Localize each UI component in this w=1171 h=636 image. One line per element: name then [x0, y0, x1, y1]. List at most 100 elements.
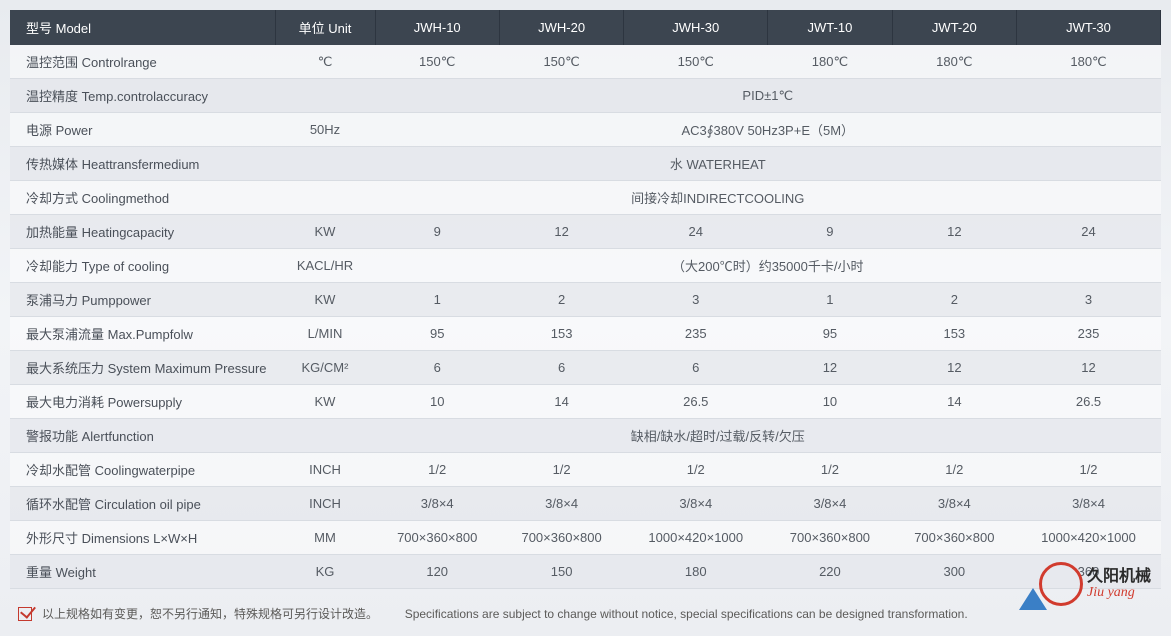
- row-span-value: 缺相/缺水/超时/过载/反转/欠压: [275, 419, 1161, 453]
- cell-value: 700×360×800: [499, 521, 623, 555]
- table-row: 最大电力消耗 PowersupplyKW101426.5101426.5: [10, 385, 1161, 419]
- col-jwt20: JWT-20: [892, 10, 1016, 45]
- cell-value: 3: [1017, 283, 1161, 317]
- row-label: 最大电力消耗 Powersupply: [10, 385, 275, 419]
- cell-value: 180℃: [768, 45, 892, 79]
- cell-value: 150℃: [624, 45, 768, 79]
- cell-value: 1/2: [768, 453, 892, 487]
- row-span-value: （大200℃时）约35000千卡/小时: [375, 249, 1161, 283]
- cell-value: 9: [375, 215, 499, 249]
- cell-value: 12: [768, 351, 892, 385]
- check-icon: [18, 607, 32, 621]
- table-body: 温控范围 Controlrange℃150℃150℃150℃180℃180℃18…: [10, 45, 1161, 589]
- cell-value: 26.5: [624, 385, 768, 419]
- row-unit: KG: [275, 555, 375, 589]
- cell-value: 3/8×4: [624, 487, 768, 521]
- col-jwh30: JWH-30: [624, 10, 768, 45]
- row-unit: KW: [275, 283, 375, 317]
- cell-value: 2: [499, 283, 623, 317]
- cell-value: 150℃: [499, 45, 623, 79]
- row-label: 温控范围 Controlrange: [10, 45, 275, 79]
- row-label: 冷却能力 Type of cooling: [10, 249, 275, 283]
- brand-logo: 久阳机械 Jiu yang: [1039, 562, 1151, 606]
- cell-value: 10: [375, 385, 499, 419]
- cell-value: 3/8×4: [375, 487, 499, 521]
- cell-value: 2: [892, 283, 1016, 317]
- row-label: 冷却方式 Coolingmethod: [10, 181, 275, 215]
- table-row: 冷却能力 Type of coolingKACL/HR（大200℃时）约3500…: [10, 249, 1161, 283]
- row-label: 温控精度 Temp.controlaccuracy: [10, 79, 275, 113]
- row-unit: INCH: [275, 487, 375, 521]
- logo-text-en: Jiu yang: [1087, 585, 1151, 600]
- row-unit: ℃: [275, 45, 375, 79]
- table-row: 泵浦马力 PumppowerKW123123: [10, 283, 1161, 317]
- col-jwt30: JWT-30: [1017, 10, 1161, 45]
- row-unit: KG/CM²: [275, 351, 375, 385]
- col-model: 型号 Model: [10, 10, 275, 45]
- spec-table: 型号 Model 单位 Unit JWH-10 JWH-20 JWH-30 JW…: [10, 10, 1161, 589]
- table-row: 温控范围 Controlrange℃150℃150℃150℃180℃180℃18…: [10, 45, 1161, 79]
- cell-value: 3/8×4: [499, 487, 623, 521]
- cell-value: 26.5: [1017, 385, 1161, 419]
- cell-value: 3/8×4: [1017, 487, 1161, 521]
- table-row: 冷却水配管 CoolingwaterpipeINCH1/21/21/21/21/…: [10, 453, 1161, 487]
- footnote: 以上规格如有变更，恕不另行通知，特殊规格可另行设计改造。 Specificati…: [10, 601, 1161, 626]
- cell-value: 1: [375, 283, 499, 317]
- col-jwh10: JWH-10: [375, 10, 499, 45]
- cell-value: 180℃: [892, 45, 1016, 79]
- cell-value: 220: [768, 555, 892, 589]
- row-span-value: 间接冷却INDIRECTCOOLING: [275, 181, 1161, 215]
- cell-value: 1: [768, 283, 892, 317]
- row-unit: KW: [275, 385, 375, 419]
- row-span-value: 水 WATERHEAT: [275, 147, 1161, 181]
- cell-value: 180℃: [1017, 45, 1161, 79]
- col-jwh20: JWH-20: [499, 10, 623, 45]
- row-label: 循环水配管 Circulation oil pipe: [10, 487, 275, 521]
- cell-value: 12: [1017, 351, 1161, 385]
- cell-value: 3/8×4: [892, 487, 1016, 521]
- cell-value: 235: [624, 317, 768, 351]
- col-jwt10: JWT-10: [768, 10, 892, 45]
- cell-value: 95: [375, 317, 499, 351]
- cell-value: 3/8×4: [768, 487, 892, 521]
- row-label: 传热媒体 Heattransfermedium: [10, 147, 275, 181]
- table-row: 电源 Power50HzAC3∮380V 50Hz3P+E（5M）: [10, 113, 1161, 147]
- row-label: 冷却水配管 Coolingwaterpipe: [10, 453, 275, 487]
- table-row: 外形尺寸 Dimensions L×W×HMM700×360×800700×36…: [10, 521, 1161, 555]
- cell-value: 1/2: [375, 453, 499, 487]
- table-row: 最大系统压力 System Maximum PressureKG/CM²6661…: [10, 351, 1161, 385]
- row-unit: KW: [275, 215, 375, 249]
- cell-value: 700×360×800: [892, 521, 1016, 555]
- cell-value: 300: [892, 555, 1016, 589]
- table-row: 传热媒体 Heattransfermedium水 WATERHEAT: [10, 147, 1161, 181]
- cell-value: 1/2: [499, 453, 623, 487]
- table-row: 温控精度 Temp.controlaccuracyPID±1℃: [10, 79, 1161, 113]
- cell-value: 10: [768, 385, 892, 419]
- cell-value: 24: [624, 215, 768, 249]
- cell-value: 153: [499, 317, 623, 351]
- row-label: 泵浦马力 Pumppower: [10, 283, 275, 317]
- cell-value: 6: [499, 351, 623, 385]
- row-label: 重量 Weight: [10, 555, 275, 589]
- cell-value: 700×360×800: [375, 521, 499, 555]
- row-label: 电源 Power: [10, 113, 275, 147]
- table-row: 最大泵浦流量 Max.PumpfolwL/MIN9515323595153235: [10, 317, 1161, 351]
- cell-value: 180: [624, 555, 768, 589]
- row-unit: KACL/HR: [275, 249, 375, 283]
- cell-value: 235: [1017, 317, 1161, 351]
- row-unit: MM: [275, 521, 375, 555]
- cell-value: 1/2: [892, 453, 1016, 487]
- table-row: 警报功能 Alertfunction缺相/缺水/超时/过载/反转/欠压: [10, 419, 1161, 453]
- cell-value: 150: [499, 555, 623, 589]
- row-unit: 50Hz: [275, 113, 375, 147]
- cell-value: 1000×420×1000: [1017, 521, 1161, 555]
- row-label: 外形尺寸 Dimensions L×W×H: [10, 521, 275, 555]
- cell-value: 14: [499, 385, 623, 419]
- cell-value: 1/2: [1017, 453, 1161, 487]
- row-label: 最大泵浦流量 Max.Pumpfolw: [10, 317, 275, 351]
- row-unit: L/MIN: [275, 317, 375, 351]
- logo-text-cn: 久阳机械: [1087, 568, 1151, 586]
- cell-value: 24: [1017, 215, 1161, 249]
- cell-value: 150℃: [375, 45, 499, 79]
- cell-value: 12: [892, 351, 1016, 385]
